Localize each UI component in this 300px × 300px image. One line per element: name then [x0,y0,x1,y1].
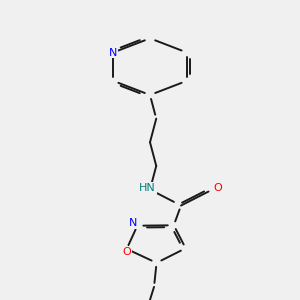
Text: HN: HN [139,183,156,193]
Text: N: N [109,47,117,58]
Text: O: O [213,182,222,193]
Text: N: N [129,218,137,228]
Text: O: O [122,247,131,256]
